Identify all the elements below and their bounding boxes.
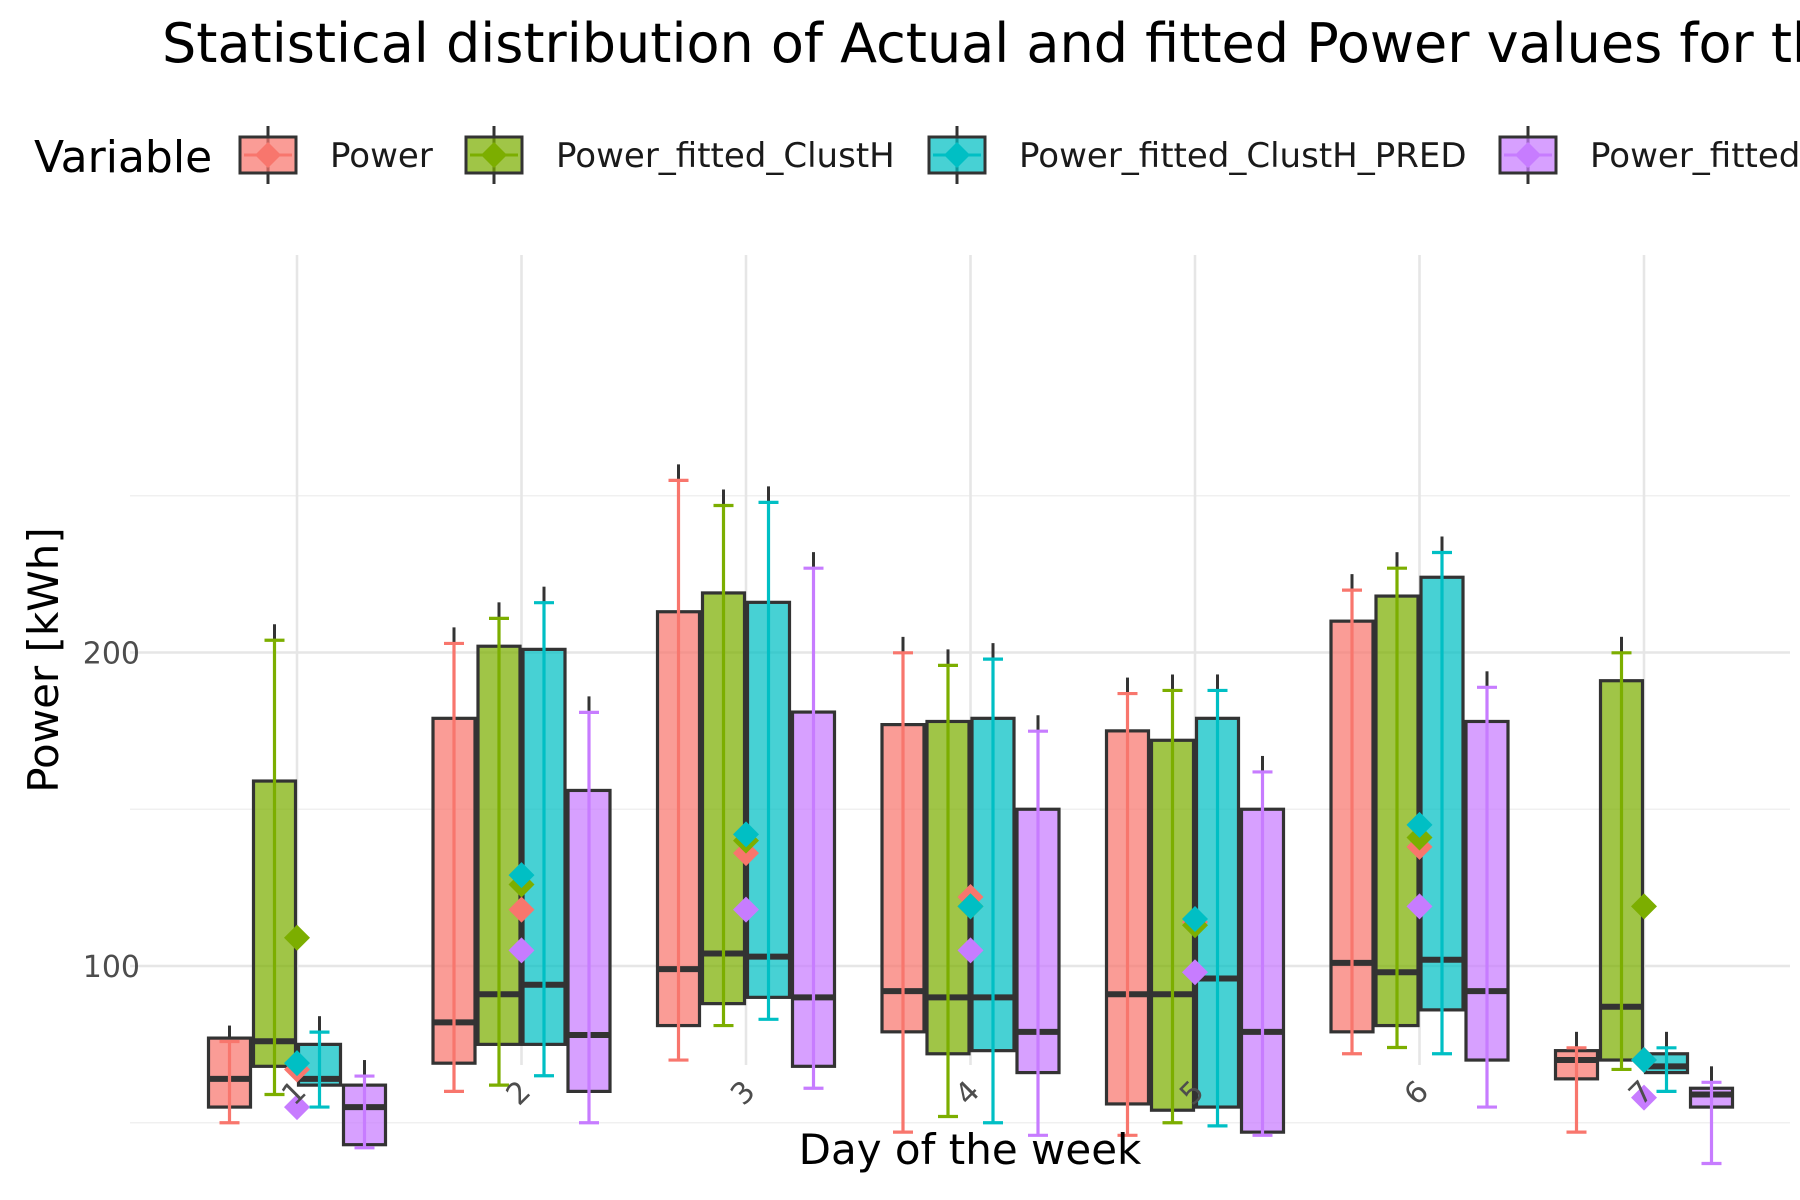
x-tick-label: 4 [949, 1074, 987, 1112]
box-Power-day-4 [880, 636, 926, 1134]
legend-label: Power_fitted [1590, 136, 1800, 176]
box-Power_fitted_ClustH-day-4 [925, 649, 971, 1119]
mean-marker [284, 1050, 310, 1077]
legend-item: Power_fitted_ClustH_PRED [927, 126, 1467, 184]
box-Power_fitted_ClustH-day-7 [1598, 636, 1645, 1072]
box-Power_fitted_ClustH_PRED-day-6 [1419, 536, 1465, 1056]
box-Power-day-7 [1553, 1031, 1600, 1134]
mean-marker [733, 896, 759, 923]
box-Power_fitted-day-3 [790, 552, 837, 1090]
box-Power-day-1 [206, 1025, 253, 1125]
box-Power_fitted_ClustH-day-1 [251, 624, 298, 1097]
legend-title: Variable [34, 132, 212, 183]
x-tick-label: 2 [500, 1074, 538, 1112]
y-tick-label: 100 [83, 950, 140, 985]
box-Power-day-2 [431, 627, 477, 1094]
legend-key-marker [481, 142, 507, 168]
legend-item: Power_fitted [1498, 126, 1800, 184]
box-Power-day-5 [1104, 677, 1151, 1137]
legend-item: Power_fitted_ClustH [464, 126, 895, 184]
series-Power_fitted_ClustH [251, 489, 1645, 1125]
box-Power_fitted_ClustH-day-6 [1374, 552, 1420, 1050]
mean-marker [508, 896, 535, 923]
box-Power_fitted_ClustH_PRED-day-2 [521, 586, 567, 1078]
mean-marker [1631, 1047, 1657, 1074]
box-Power_fitted-day-5 [1239, 755, 1286, 1137]
legend-key-marker [944, 142, 970, 168]
box-Power-day-3 [655, 464, 702, 1062]
legend-key-marker [1515, 142, 1541, 168]
boxplots [206, 464, 1735, 1166]
chart-title: Statistical distribution of Actual and f… [162, 12, 1800, 75]
box-Power_fitted-day-6 [1464, 671, 1510, 1109]
box-Power_fitted_ClustH-day-2 [476, 602, 522, 1087]
x-axis-title: Day of the week [799, 1125, 1142, 1174]
box-Power_fitted_ClustH_PRED-day-3 [745, 486, 792, 1021]
box-Power-day-6 [1329, 574, 1375, 1056]
x-tick-label: 7 [1622, 1074, 1660, 1112]
x-tick-label: 6 [1398, 1074, 1436, 1112]
box-Power_fitted_ClustH_PRED-day-5 [1194, 674, 1241, 1128]
y-axis-title: Power [kWh] [19, 527, 68, 793]
legend: Variable Power Power_fitted_ClustH Power_f… [34, 126, 1800, 184]
legend-items: Power Power_fitted_ClustH Power_fitted_Clu… [238, 126, 1800, 184]
mean-marker [957, 893, 984, 920]
box-Power_fitted_ClustH_PRED-day-4 [970, 643, 1016, 1125]
box-Power_fitted_ClustH_PRED-day-1 [296, 1016, 343, 1109]
mean-marker [284, 924, 310, 951]
mean-marker [1182, 959, 1208, 986]
mean-marker [1182, 905, 1208, 932]
mean-marker [1406, 893, 1433, 920]
mean-marker [1406, 811, 1433, 838]
y-axis-ticks: 100 200 [83, 637, 140, 986]
box-Power_fitted_ClustH_PRED-day-7 [1643, 1031, 1690, 1094]
mean-marker [1631, 1084, 1657, 1111]
legend-label: Power [330, 136, 433, 176]
mean-marker [508, 937, 535, 964]
legend-label: Power_fitted_ClustH_PRED [1019, 136, 1467, 176]
box-Power_fitted-day-4 [1015, 715, 1061, 1137]
y-tick-label: 200 [83, 637, 140, 672]
box-Power_fitted_ClustH-day-5 [1149, 674, 1196, 1125]
mean-marker [957, 937, 984, 964]
legend-item: Power [238, 126, 433, 184]
box-Power_fitted-day-1 [341, 1060, 388, 1150]
series-Power_fitted_ClustH_PRED [296, 486, 1690, 1128]
mean-marker [284, 1094, 310, 1121]
box-Power_fitted-day-2 [566, 696, 612, 1125]
legend-key-marker [255, 142, 281, 168]
mean-marker [733, 821, 759, 848]
box-Power_fitted_ClustH-day-3 [700, 489, 747, 1028]
x-tick-label: 3 [724, 1074, 762, 1112]
series-Power_fitted [341, 552, 1735, 1166]
mean-marker [1631, 893, 1657, 920]
series-Power [206, 464, 1600, 1137]
box-Power_fitted-day-7 [1688, 1066, 1735, 1166]
legend-label: Power_fitted_ClustH [556, 136, 895, 176]
mean-marker [508, 862, 535, 889]
